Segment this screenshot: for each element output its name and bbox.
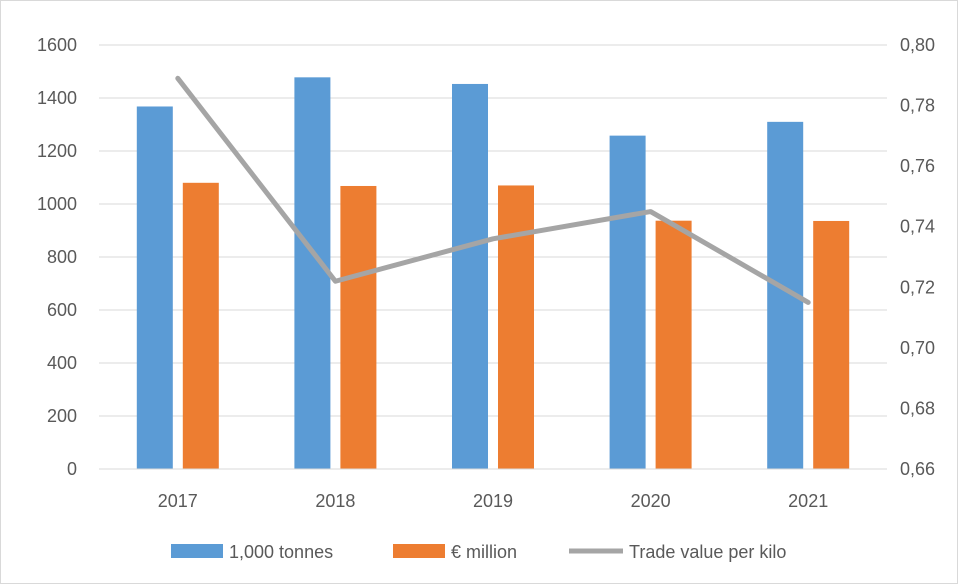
x-tick-label: 2019 — [473, 491, 513, 511]
y-left-tick-label: 400 — [47, 353, 77, 373]
y-right-tick-label: 0,68 — [900, 398, 935, 418]
y-right-tick-label: 0,72 — [900, 277, 935, 297]
y-right-tick-label: 0,74 — [900, 217, 935, 237]
y-right-tick-label: 0,80 — [900, 35, 935, 55]
x-tick-label: 2021 — [788, 491, 828, 511]
y-left-tick-label: 200 — [47, 406, 77, 426]
bar-tonnes-2019 — [452, 84, 488, 469]
bar-tonnes-2020 — [610, 136, 646, 469]
y-right-tick-label: 0,66 — [900, 459, 935, 479]
legend-swatch-1 — [393, 544, 445, 558]
series-line-trade-value-per-kilo — [178, 78, 808, 302]
bar-tonnes-2018 — [294, 77, 330, 469]
y-left-tick-label: 0 — [67, 459, 77, 479]
x-tick-label: 2017 — [158, 491, 198, 511]
bar-million-2020 — [656, 221, 692, 469]
y-left-tick-label: 1200 — [37, 141, 77, 161]
bar-tonnes-2017 — [137, 106, 173, 469]
y-right-tick-label: 0,78 — [900, 96, 935, 116]
y-left-tick-label: 1400 — [37, 88, 77, 108]
y-right-tick-label: 0,76 — [900, 156, 935, 176]
y-left-tick-label: 600 — [47, 300, 77, 320]
bar-million-2018 — [340, 186, 376, 469]
legend-label-0: 1,000 tonnes — [229, 542, 333, 562]
bar-million-2021 — [813, 221, 849, 469]
bar-million-2019 — [498, 185, 534, 469]
y-left-tick-label: 1600 — [37, 35, 77, 55]
legend-label-1: € million — [451, 542, 517, 562]
x-tick-label: 2020 — [631, 491, 671, 511]
y-right-tick-label: 0,70 — [900, 338, 935, 358]
legend-swatch-0 — [171, 544, 223, 558]
y-left-tick-label: 1000 — [37, 194, 77, 214]
legend: 1,000 tonnes € million Trade value per kil… — [171, 542, 786, 562]
x-tick-label: 2018 — [315, 491, 355, 511]
line-series — [178, 78, 809, 302]
legend-label-line: Trade value per kilo — [629, 542, 786, 562]
bar-million-2017 — [183, 183, 219, 469]
y-left-tick-label: 800 — [47, 247, 77, 267]
bar-series — [137, 77, 849, 469]
